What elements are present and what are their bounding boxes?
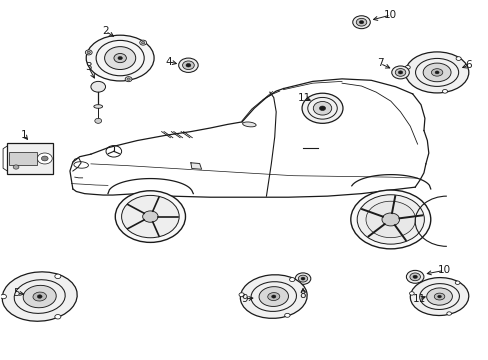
Circle shape xyxy=(409,292,413,295)
Circle shape xyxy=(182,61,194,69)
Text: 2: 2 xyxy=(102,26,109,36)
Ellipse shape xyxy=(426,288,451,305)
Circle shape xyxy=(115,191,185,242)
Circle shape xyxy=(298,275,307,282)
Text: 10: 10 xyxy=(437,265,450,275)
Circle shape xyxy=(87,51,90,54)
Circle shape xyxy=(239,293,244,297)
Ellipse shape xyxy=(405,52,468,93)
Circle shape xyxy=(405,66,409,69)
Text: 10: 10 xyxy=(384,10,397,20)
Circle shape xyxy=(352,16,369,29)
Circle shape xyxy=(95,118,102,123)
Ellipse shape xyxy=(422,63,450,82)
Circle shape xyxy=(412,275,416,278)
Text: 4: 4 xyxy=(165,57,172,67)
Circle shape xyxy=(446,312,450,315)
Text: 3: 3 xyxy=(85,62,92,72)
Ellipse shape xyxy=(409,278,468,315)
Bar xyxy=(7,143,53,174)
Circle shape xyxy=(398,71,402,74)
Circle shape xyxy=(442,90,447,93)
Text: 11: 11 xyxy=(297,93,310,103)
Text: 7: 7 xyxy=(376,58,383,68)
Circle shape xyxy=(394,68,405,76)
Circle shape xyxy=(359,21,363,24)
Circle shape xyxy=(55,274,61,279)
Circle shape xyxy=(365,201,415,238)
Circle shape xyxy=(319,106,325,111)
Circle shape xyxy=(295,273,310,284)
Ellipse shape xyxy=(94,105,102,108)
Circle shape xyxy=(0,294,6,299)
Circle shape xyxy=(284,313,289,317)
Circle shape xyxy=(13,165,19,169)
Circle shape xyxy=(313,102,331,115)
Circle shape xyxy=(437,295,441,298)
Text: 6: 6 xyxy=(465,60,471,70)
Ellipse shape xyxy=(430,69,442,76)
Circle shape xyxy=(409,273,420,281)
Circle shape xyxy=(122,195,179,238)
Circle shape xyxy=(114,54,126,63)
Circle shape xyxy=(434,71,438,74)
Circle shape xyxy=(37,153,52,164)
Text: 11: 11 xyxy=(411,294,425,304)
Circle shape xyxy=(381,213,399,226)
Ellipse shape xyxy=(259,287,288,306)
Circle shape xyxy=(142,211,158,222)
Text: 9: 9 xyxy=(241,294,247,304)
Circle shape xyxy=(455,57,460,60)
Ellipse shape xyxy=(240,275,306,318)
Circle shape xyxy=(271,295,275,298)
Circle shape xyxy=(356,195,424,244)
Bar xyxy=(9,152,37,165)
Circle shape xyxy=(85,50,92,55)
Circle shape xyxy=(41,156,48,161)
Text: 8: 8 xyxy=(299,290,305,300)
Circle shape xyxy=(37,295,42,298)
Text: 1: 1 xyxy=(21,130,27,140)
Circle shape xyxy=(126,78,130,80)
Circle shape xyxy=(185,63,190,67)
Circle shape xyxy=(125,77,132,82)
Ellipse shape xyxy=(86,35,154,81)
Circle shape xyxy=(391,66,408,79)
Circle shape xyxy=(302,93,342,123)
Ellipse shape xyxy=(23,285,56,308)
Circle shape xyxy=(55,315,61,319)
Circle shape xyxy=(104,47,136,69)
Circle shape xyxy=(140,40,146,45)
Circle shape xyxy=(301,277,305,280)
Circle shape xyxy=(289,278,294,282)
Polygon shape xyxy=(190,163,201,169)
Ellipse shape xyxy=(242,122,256,127)
Circle shape xyxy=(350,190,430,249)
Circle shape xyxy=(91,81,105,92)
Ellipse shape xyxy=(33,292,46,301)
Ellipse shape xyxy=(267,293,279,301)
Circle shape xyxy=(118,57,122,60)
Circle shape xyxy=(178,58,198,72)
Circle shape xyxy=(454,281,459,284)
Circle shape xyxy=(141,41,144,44)
Text: 5: 5 xyxy=(14,288,20,298)
Circle shape xyxy=(406,270,423,283)
Circle shape xyxy=(356,18,366,26)
Ellipse shape xyxy=(2,272,77,321)
Ellipse shape xyxy=(433,293,444,300)
